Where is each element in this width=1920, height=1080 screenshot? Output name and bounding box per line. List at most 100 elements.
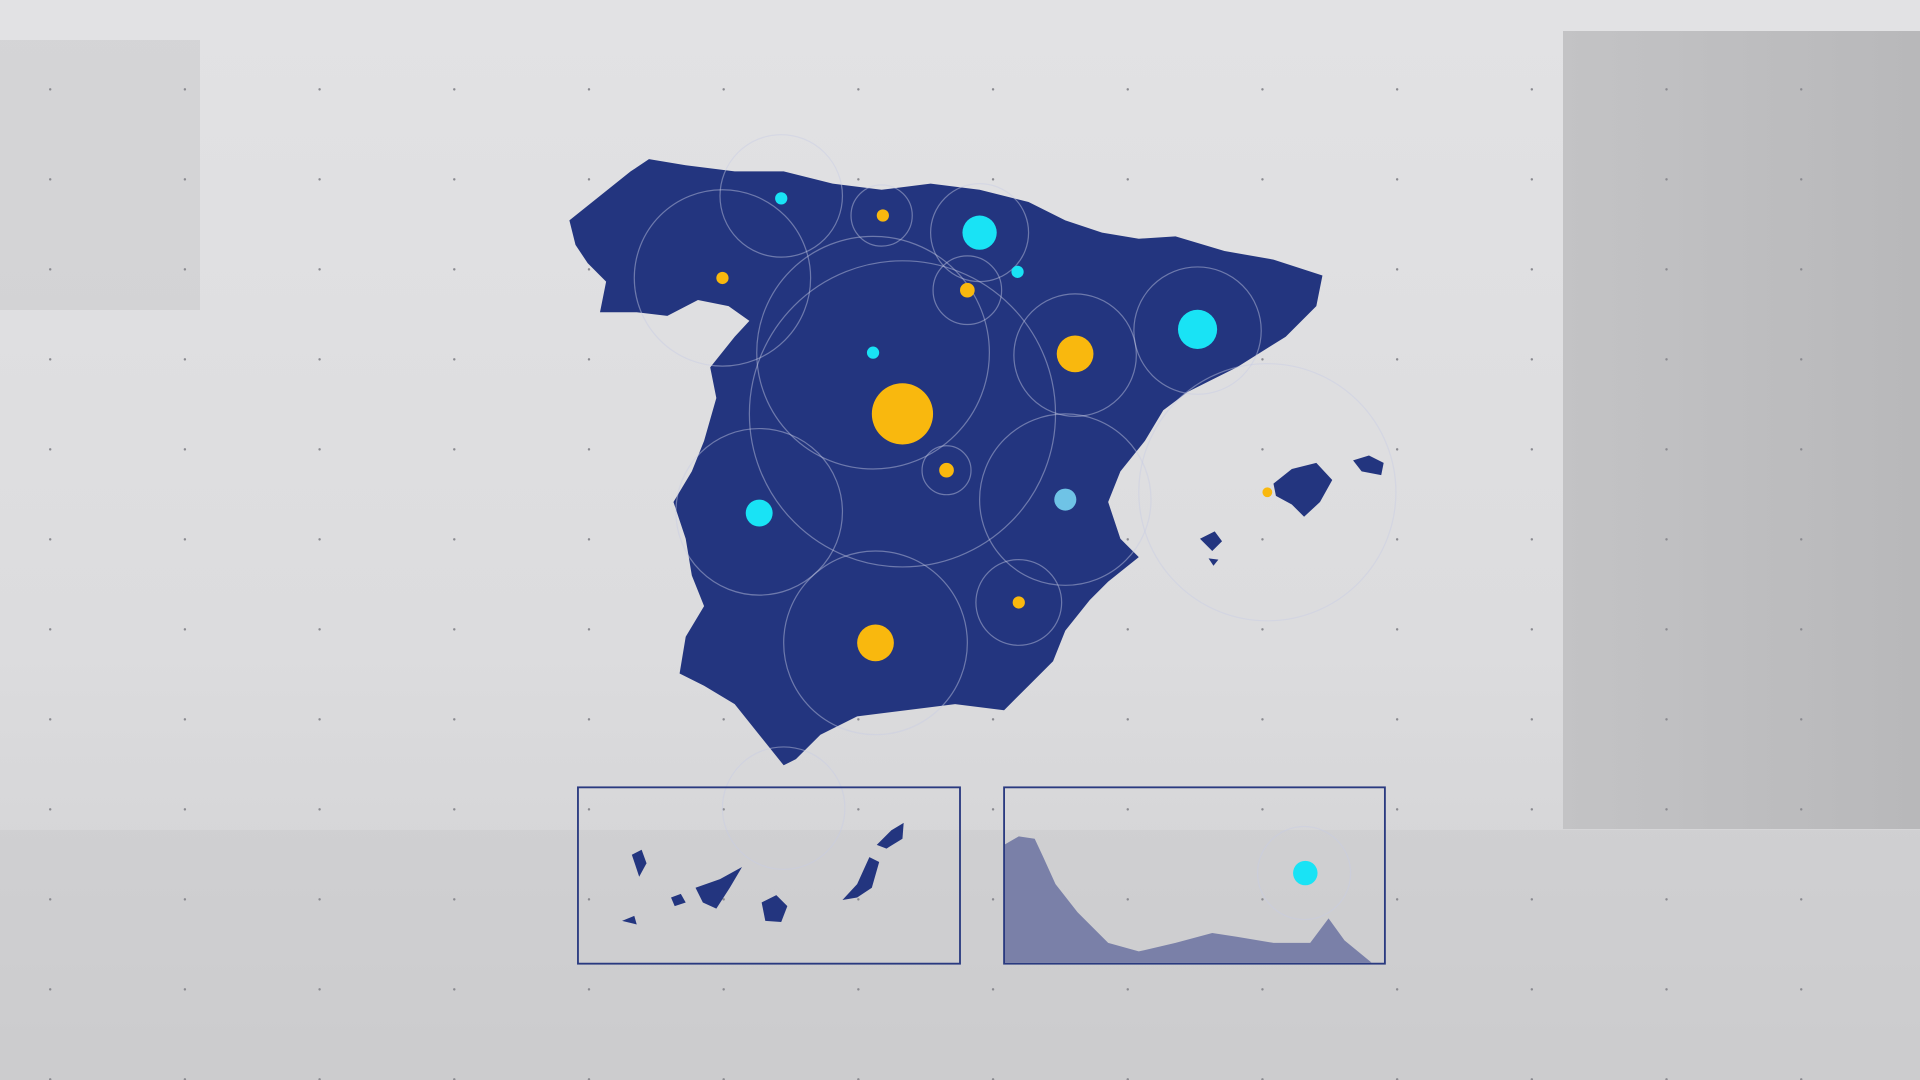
grid-dot	[453, 268, 456, 271]
grid-dot	[1261, 808, 1264, 811]
ibiza-shape	[1200, 531, 1223, 566]
grid-dot	[1395, 358, 1399, 361]
marker-ring	[850, 184, 913, 247]
grid-dot	[722, 898, 725, 901]
marker-yellow	[871, 383, 934, 445]
grid-dot	[453, 628, 456, 631]
el-hierro-shape	[622, 915, 637, 925]
grid-dot	[722, 988, 725, 991]
grid-dot	[183, 898, 187, 901]
grid-dot	[587, 988, 591, 991]
grid-dot	[1800, 718, 1803, 721]
grid-dot	[453, 808, 456, 811]
marker-cyan	[962, 215, 997, 250]
grid-dot	[183, 268, 187, 271]
marker-cyan	[775, 192, 788, 205]
grid-dot	[991, 808, 995, 811]
fuerteventura-shape	[842, 857, 880, 900]
grid-dot	[48, 268, 52, 271]
marker-yellow	[716, 271, 729, 285]
marker-ring	[1013, 293, 1137, 417]
canary-islands-inset	[577, 786, 961, 965]
grid-dot	[318, 88, 321, 91]
grid-dot	[1530, 988, 1534, 991]
grid-dot	[857, 898, 860, 901]
grid-dot	[587, 448, 591, 451]
grid-dot	[453, 358, 456, 361]
grid-dot	[1395, 538, 1399, 541]
grid-dot	[991, 988, 995, 991]
markers	[716, 192, 1318, 886]
la-palma-shape	[631, 849, 647, 877]
grid-dot	[453, 538, 456, 541]
grid-dot	[318, 178, 321, 181]
grid-dot	[318, 808, 321, 811]
grid-dot	[1530, 538, 1534, 541]
marker-cyan	[745, 499, 773, 527]
grid-dot	[1665, 538, 1668, 541]
marker-cyan	[1177, 309, 1218, 349]
grid-dot	[1261, 628, 1264, 631]
grid-dot	[1126, 88, 1129, 91]
grid-dot	[1395, 88, 1399, 91]
grid-dot	[183, 628, 187, 631]
grid-dot	[991, 898, 995, 901]
grid-dot	[1395, 718, 1399, 721]
marker-ring	[721, 746, 846, 870]
grid-dot	[1261, 988, 1264, 991]
grid-dot	[587, 268, 591, 271]
africa-coast-shape	[1004, 836, 1372, 963]
grid-dot	[1395, 988, 1399, 991]
grid-dot	[1800, 448, 1803, 451]
grid-dot	[318, 448, 321, 451]
grid-dot	[1395, 178, 1399, 181]
grid-dot	[1665, 268, 1668, 271]
grid-dot	[183, 808, 187, 811]
grid-dot	[1665, 988, 1668, 991]
grid-dot	[453, 718, 456, 721]
grid-dot	[48, 718, 52, 721]
marker-ring	[978, 413, 1152, 586]
grid-dot	[1261, 88, 1264, 91]
marker-cyan	[1293, 860, 1318, 886]
grid-dot	[1395, 448, 1399, 451]
marker-ring	[783, 550, 968, 736]
ceuta-melilla-inset	[1003, 786, 1386, 965]
grid-dot	[48, 808, 52, 811]
grid-dot	[857, 808, 860, 811]
grid-dot	[587, 178, 591, 181]
grid-dot	[587, 88, 591, 91]
grid-dot	[991, 88, 995, 91]
grid-dot	[1126, 808, 1129, 811]
grid-dot	[1530, 178, 1534, 181]
marker-ring	[1138, 363, 1397, 622]
marker-lightblue	[1054, 488, 1077, 511]
grid-dot	[587, 358, 591, 361]
grid-dot	[1530, 898, 1534, 901]
grid-dot	[48, 178, 52, 181]
grid-dot	[48, 448, 52, 451]
grid-dot	[587, 538, 591, 541]
grid-dot	[857, 88, 860, 91]
grid-dot	[48, 538, 52, 541]
background-block-left	[0, 40, 200, 310]
lanzarote-shape	[876, 822, 904, 849]
grid-dot	[1530, 808, 1534, 811]
grid-dot	[453, 178, 456, 181]
grid-dot	[1800, 808, 1803, 811]
marker-yellow	[1056, 335, 1094, 373]
grid-dot	[453, 898, 456, 901]
la-gomera-shape	[671, 893, 686, 907]
grid-dot	[1800, 538, 1803, 541]
grid-dot	[1126, 988, 1129, 991]
grid-dot	[1530, 718, 1534, 721]
grid-dot	[1261, 448, 1264, 451]
grid-dot	[318, 898, 321, 901]
grid-dot	[1126, 718, 1129, 721]
grid-dot	[1261, 178, 1264, 181]
grid-dot	[1665, 808, 1668, 811]
grid-dot	[722, 88, 725, 91]
grid-dot	[183, 988, 187, 991]
grid-dot	[318, 268, 321, 271]
marker-ring	[675, 427, 844, 596]
